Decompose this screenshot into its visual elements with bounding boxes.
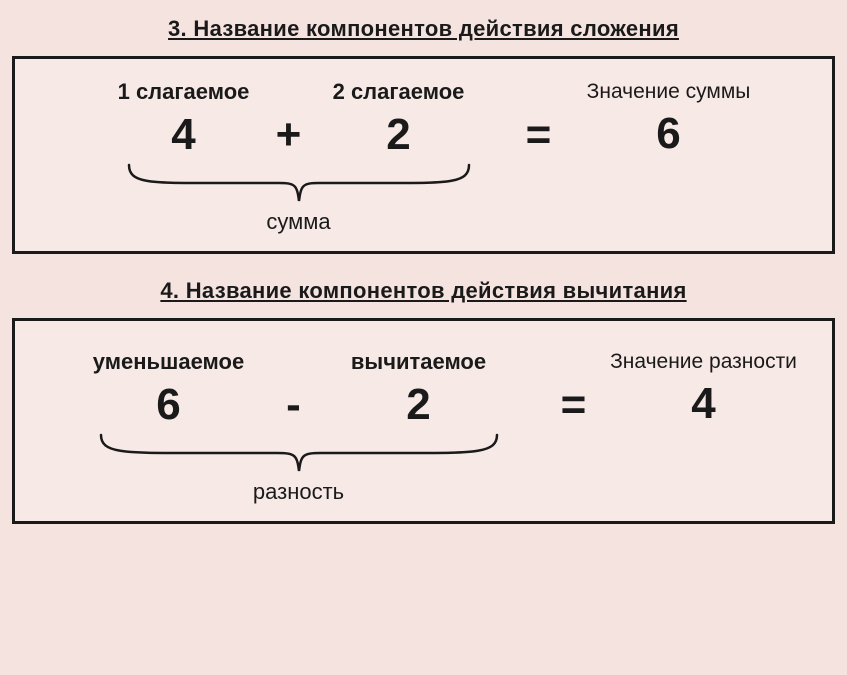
addition-brace-wrap: сумма xyxy=(119,161,479,239)
addition-row: 1 слагаемое 4 + 2 слагаемое 2 x = Значен… xyxy=(45,79,802,157)
equals-sub-sign: = xyxy=(561,383,587,427)
minus-spacer xyxy=(290,349,296,375)
subtrahend-value: 2 xyxy=(406,383,430,427)
addend2-label: 2 слагаемое xyxy=(333,79,465,105)
subtraction-row: уменьшаемое 6 - вычитаемое 2 x = Значени… xyxy=(45,349,802,427)
subtraction-brace-icon xyxy=(89,431,509,477)
equals-add-cell: x = xyxy=(474,79,604,157)
addend1-cell: 1 слагаемое 4 xyxy=(114,79,254,157)
minuend-cell: уменьшаемое 6 xyxy=(79,349,259,427)
subtraction-brace-label: разность xyxy=(253,479,344,505)
addend1-value: 4 xyxy=(171,113,195,157)
plus-sign: + xyxy=(276,113,302,157)
sum-cell: Значение суммы 6 xyxy=(604,80,734,156)
addend1-label: 1 слагаемое xyxy=(118,79,250,105)
plus-spacer xyxy=(285,79,291,105)
addition-box: 1 слагаемое 4 + 2 слагаемое 2 x = Значен… xyxy=(12,56,835,254)
sum-label: Значение суммы xyxy=(587,80,751,104)
addition-brace-label: сумма xyxy=(266,209,330,235)
equals-add-sign: = xyxy=(526,113,552,157)
addition-title: 3. Название компонентов действия сложени… xyxy=(12,16,835,42)
sum-value: 6 xyxy=(656,112,680,156)
addition-brace-icon xyxy=(119,161,479,207)
diff-label: Значение разности xyxy=(610,350,797,374)
minuend-label: уменьшаемое xyxy=(93,349,244,375)
subtraction-title: 4. Название компонентов действия вычитан… xyxy=(12,278,835,304)
minus-sign: - xyxy=(286,383,301,427)
diff-cell: Значение разности 4 xyxy=(639,350,769,426)
minus-cell: - xyxy=(259,349,329,427)
subtraction-box: уменьшаемое 6 - вычитаемое 2 x = Значени… xyxy=(12,318,835,524)
plus-cell: + xyxy=(254,79,324,157)
diff-value: 4 xyxy=(691,382,715,426)
subtrahend-cell: вычитаемое 2 xyxy=(329,349,509,427)
minuend-value: 6 xyxy=(156,383,180,427)
addend2-cell: 2 слагаемое 2 xyxy=(324,79,474,157)
addend2-value: 2 xyxy=(386,113,410,157)
subtrahend-label: вычитаемое xyxy=(351,349,486,375)
subtraction-brace-wrap: разность xyxy=(89,431,509,509)
